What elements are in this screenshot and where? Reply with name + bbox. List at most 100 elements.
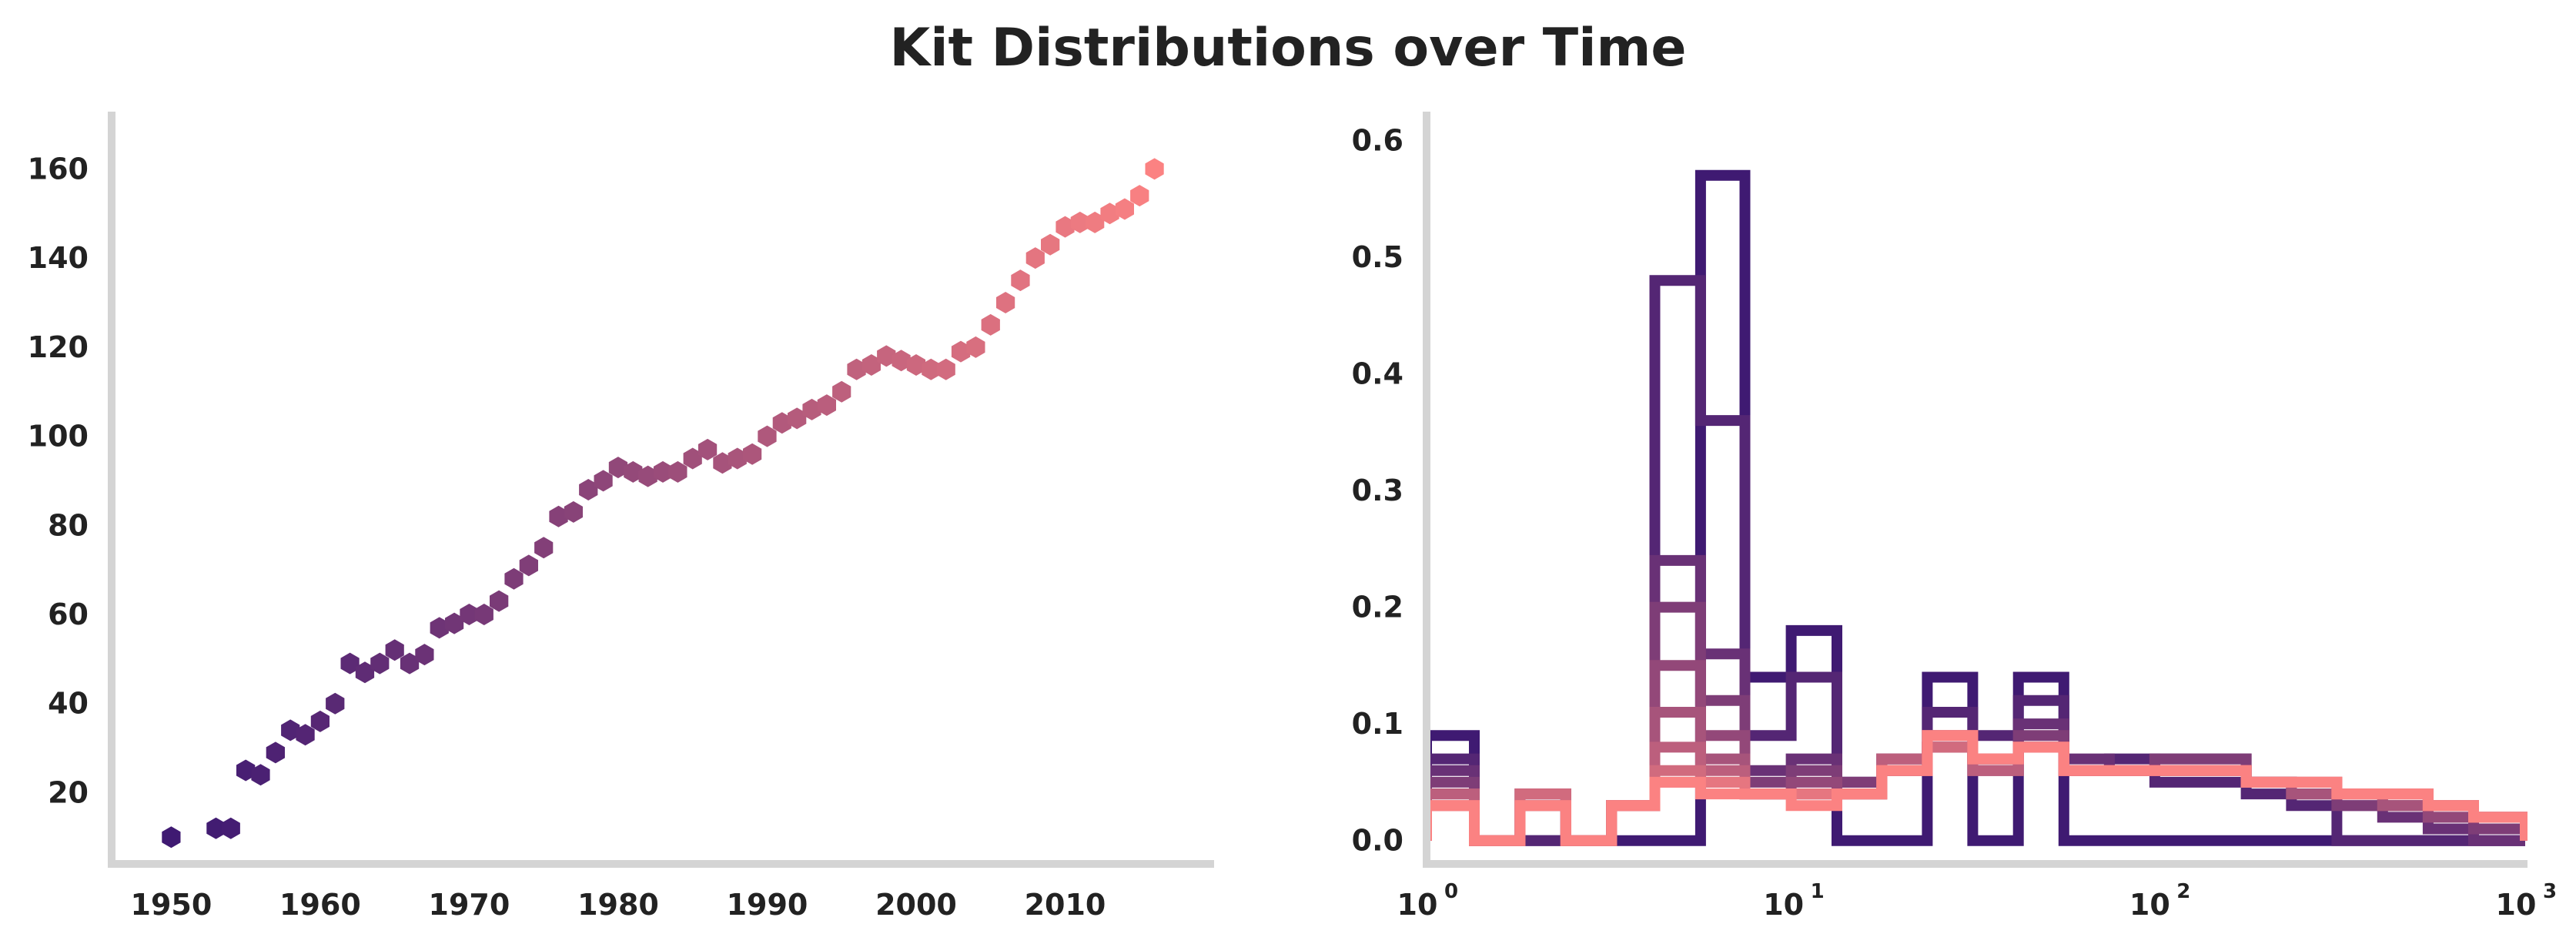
scatter-point [370, 652, 390, 675]
left-y-tick-label: 100 [28, 420, 89, 454]
scatter-point [638, 465, 657, 487]
right-y-tick-label: 0.4 [1352, 357, 1403, 390]
scatter-point [996, 292, 1015, 313]
left-y-tick-label: 20 [48, 775, 89, 809]
scatter-point [906, 354, 926, 376]
scatter-point [832, 380, 851, 403]
right-x-tick-label: 10 [2496, 888, 2537, 922]
scatter-point [340, 652, 360, 675]
right-y-tick-label: 0.2 [1352, 591, 1403, 624]
right-y-tick-label: 0.3 [1352, 474, 1403, 507]
scatter-point [936, 358, 955, 380]
left-y-tick-label: 80 [48, 508, 89, 542]
scatter-point [415, 644, 434, 666]
left-scatter-panel: 1950 1960 1970 1980 1990 2000 2010 20 40 60 80 100 1… [28, 112, 1214, 922]
right-x-tick-exponent: 1 [1811, 880, 1825, 903]
scatter-point [430, 617, 449, 639]
scatter-point [758, 425, 777, 447]
scatter-point [206, 817, 226, 839]
right-x-tick-exponent: 3 [2543, 880, 2557, 903]
scatter-point [296, 724, 315, 746]
left-y-tick-label: 140 [28, 241, 89, 275]
right-y-tick-label: 0.0 [1352, 824, 1403, 858]
scatter-point [1025, 247, 1045, 269]
scatter-point [534, 537, 554, 559]
right-histogram-panel: 0.0 0.1 0.2 0.3 0.4 0.5 0.6 10 0 10 1 10 2 10 3 [1352, 112, 2557, 922]
left-y-tick-label: 40 [48, 687, 89, 721]
scatter-point [698, 438, 718, 460]
scatter-point [1041, 233, 1060, 256]
scatter-point [1070, 211, 1089, 233]
left-x-tick-label: 2000 [875, 888, 957, 922]
left-x-tick-label: 1970 [429, 888, 510, 922]
scatter-point [847, 358, 866, 380]
right-y-tick-label: 0.1 [1352, 707, 1403, 741]
scatter-point [460, 604, 479, 625]
scatter-point [474, 604, 493, 625]
right-x-tick-label: 10 [1763, 888, 1804, 922]
scatter-point [608, 457, 628, 479]
right-x-tick-exponent: 2 [2176, 880, 2190, 903]
scatter-point [1100, 203, 1119, 225]
scatter-point [281, 719, 300, 741]
scatter-point [266, 741, 285, 764]
right-x-tick-label: 10 [2129, 888, 2170, 922]
left-y-tick-label: 60 [48, 598, 89, 631]
scatter-point [549, 505, 568, 527]
right-tick-labels: 0.0 0.1 0.2 0.3 0.4 0.5 0.6 10 0 10 1 10 2 10 3 [1352, 123, 2557, 922]
scatter-point [236, 759, 256, 782]
left-y-tick-label: 160 [28, 152, 89, 186]
scatter-point [1115, 198, 1134, 220]
scatter-point [1011, 269, 1030, 292]
scatter-point [788, 407, 807, 430]
scatter-point [877, 345, 896, 367]
scatter-point [861, 354, 881, 376]
right-y-tick-label: 0.5 [1352, 240, 1403, 274]
scatter-point [624, 460, 643, 483]
right-x-tick-exponent: 0 [1444, 880, 1458, 903]
scatter-point [490, 590, 509, 612]
left-x-tick-label: 1990 [727, 888, 808, 922]
scatter-point [221, 817, 240, 839]
scatter-point [668, 460, 687, 483]
left-x-tick-label: 2010 [1025, 888, 1106, 922]
histogram-step-line [1427, 730, 2527, 846]
left-tick-labels: 1950 1960 1970 1980 1990 2000 2010 20 40 60 80 100 1… [28, 152, 1106, 922]
scatter-point [162, 826, 181, 849]
scatter-point [981, 313, 1000, 336]
scatter-point [713, 452, 732, 474]
scatter-point [519, 554, 538, 577]
left-x-tick-label: 1960 [279, 888, 361, 922]
scatter-point [251, 764, 270, 786]
scatter-point [310, 710, 330, 732]
scatter-point [653, 460, 673, 483]
left-x-tick-label: 1950 [131, 888, 212, 922]
scatter-point [326, 692, 345, 715]
right-series-group [1427, 169, 2527, 846]
scatter-point [922, 358, 941, 380]
scatter-point [1086, 211, 1105, 233]
right-y-tick-label: 0.6 [1352, 123, 1403, 157]
left-point-group [162, 158, 1164, 849]
left-y-tick-label: 120 [28, 330, 89, 364]
scatter-point [594, 470, 613, 492]
scatter-point [504, 567, 524, 590]
scatter-point [802, 398, 821, 420]
scatter-point [579, 479, 598, 500]
left-x-tick-label: 1980 [577, 888, 659, 922]
scatter-point [564, 500, 583, 523]
scatter-point [1130, 185, 1149, 207]
scatter-point [1055, 216, 1075, 238]
scatter-point [445, 612, 464, 634]
scatter-point [892, 350, 911, 372]
scatter-point [385, 639, 404, 661]
scatter-point [683, 447, 702, 470]
right-x-tick-label: 10 [1397, 888, 1438, 922]
scatter-point [355, 661, 375, 684]
scatter-point [743, 443, 762, 465]
scatter-point [951, 340, 971, 363]
figure-title: Kit Distributions over Time [890, 18, 1687, 79]
scatter-point [817, 394, 836, 417]
